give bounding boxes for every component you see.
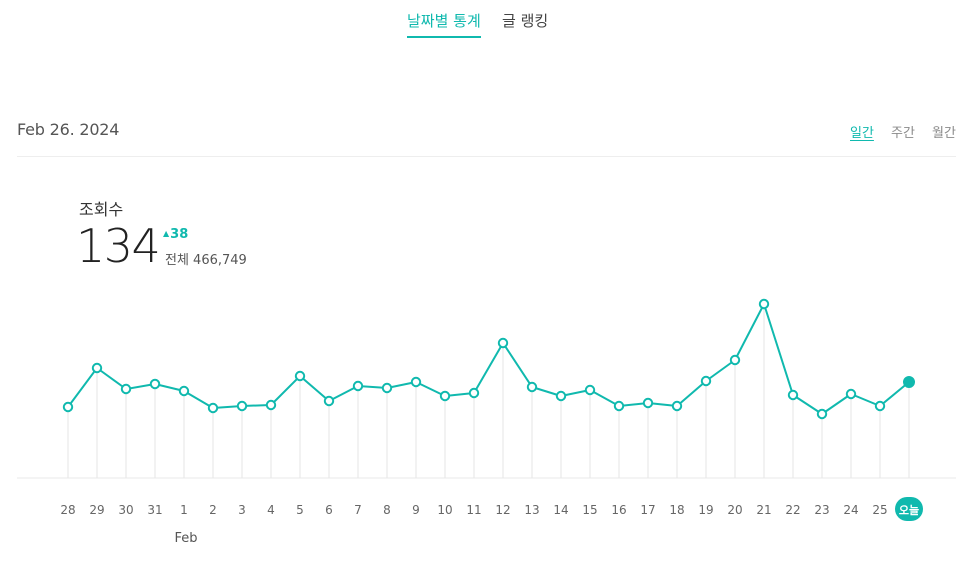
header-divider: [17, 156, 956, 157]
data-point: [874, 400, 886, 412]
x-tick-label: 28: [60, 503, 75, 517]
data-point: [323, 395, 335, 407]
data-point: [91, 362, 103, 374]
x-tick-label: 12: [495, 503, 510, 517]
x-tick-label: 19: [698, 503, 713, 517]
data-point: [526, 381, 538, 393]
data-point: [729, 354, 741, 366]
x-tick-label: 2: [209, 503, 217, 517]
period-weekly-button[interactable]: 주간: [891, 126, 915, 141]
tab-post-ranking[interactable]: 글 랭킹: [502, 12, 549, 30]
data-point: [62, 401, 74, 413]
data-point: [120, 383, 132, 395]
x-tick-label: 29: [89, 503, 104, 517]
x-tick-label: 22: [785, 503, 800, 517]
x-tick-label: 13: [524, 503, 539, 517]
data-point: [294, 370, 306, 382]
data-point: [149, 378, 161, 390]
x-tick-label: 10: [437, 503, 452, 517]
x-tick-label: 7: [354, 503, 362, 517]
delta-value: 38: [170, 227, 189, 242]
x-tick-label: 11: [466, 503, 481, 517]
x-tick-label: 15: [582, 503, 597, 517]
data-point: [178, 385, 190, 397]
x-tick-label: 4: [267, 503, 275, 517]
x-tick-label: 24: [843, 503, 858, 517]
data-point: [497, 337, 509, 349]
x-tick-label: 23: [814, 503, 829, 517]
data-point: [816, 408, 828, 420]
views-series-line: [67, 303, 910, 415]
x-tick-label: 3: [238, 503, 246, 517]
data-point: [439, 390, 451, 402]
data-point: [265, 399, 277, 411]
x-tick-label: 1: [180, 503, 188, 517]
stat-title: 조회수: [79, 200, 124, 219]
x-tick-label: 6: [325, 503, 333, 517]
selected-date: Feb 26. 2024: [17, 120, 120, 139]
period-daily-button[interactable]: 일간: [850, 126, 874, 141]
x-tick-label: 20: [727, 503, 742, 517]
x-tick-label: 18: [669, 503, 684, 517]
x-tick-label-today: 오늘: [899, 504, 919, 517]
data-point: [410, 376, 422, 388]
x-tick-label: 25: [872, 503, 887, 517]
data-point: [352, 380, 364, 392]
data-point: [845, 388, 857, 400]
x-tick-label: 14: [553, 503, 568, 517]
data-point: [381, 382, 393, 394]
data-point: [787, 389, 799, 401]
data-point: [903, 376, 915, 388]
data-point: [555, 390, 567, 402]
stat-total: 전체 466,749: [165, 253, 247, 268]
top-tabs: 날짜별 통계 글 랭킹: [0, 10, 956, 40]
x-tick-label: 17: [640, 503, 655, 517]
up-triangle-icon: ▲: [163, 229, 170, 238]
x-tick-label: 21: [756, 503, 771, 517]
data-point: [642, 397, 654, 409]
month-label: Feb: [174, 531, 197, 546]
x-tick-label: 5: [296, 503, 304, 517]
data-point: [468, 387, 480, 399]
data-point: [671, 400, 683, 412]
data-point: [700, 375, 712, 387]
x-tick-label: 16: [611, 503, 626, 517]
x-tick-label: 8: [383, 503, 391, 517]
period-monthly-button[interactable]: 월간: [932, 126, 956, 141]
data-point: [236, 400, 248, 412]
stat-value: 134: [76, 219, 161, 273]
x-tick-label: 9: [412, 503, 420, 517]
data-point: [207, 402, 219, 414]
data-point: [584, 384, 596, 396]
data-point: [613, 400, 625, 412]
tab-date-stats[interactable]: 날짜별 통계: [407, 12, 481, 38]
x-tick-label: 31: [147, 503, 162, 517]
data-point: [758, 298, 770, 310]
today-badge: [895, 497, 923, 521]
x-tick-label: 30: [118, 503, 133, 517]
stat-delta: ▲38: [163, 227, 188, 242]
